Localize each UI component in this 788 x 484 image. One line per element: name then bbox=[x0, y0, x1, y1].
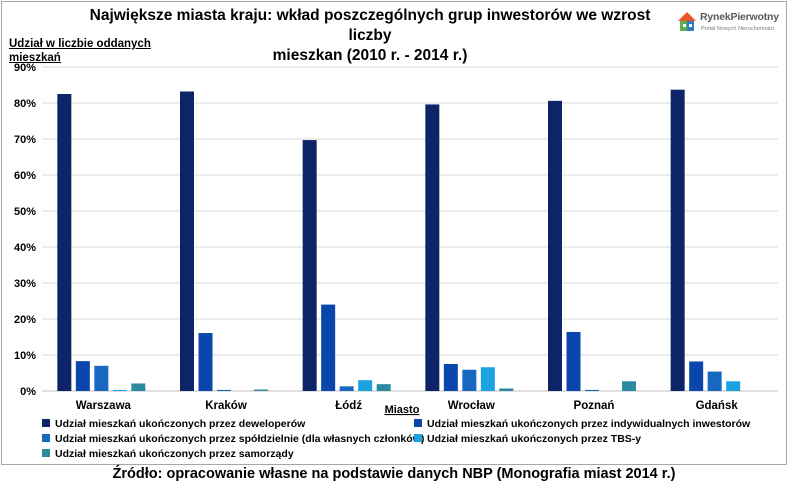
bar bbox=[585, 389, 599, 391]
legend-label: Udział mieszkań ukończonych przez indywi… bbox=[427, 418, 751, 430]
y-tick-label: 50% bbox=[14, 206, 36, 218]
y-tick-label: 40% bbox=[14, 242, 36, 254]
legend-swatch bbox=[42, 449, 50, 457]
legend-item: Udział mieszkań ukończonych przez TBS-y bbox=[414, 433, 641, 446]
bar bbox=[622, 381, 636, 391]
x-tick-label: Wrocław bbox=[448, 400, 495, 412]
legend-label: Udział mieszkań ukończonych przez TBS-y bbox=[427, 433, 642, 445]
bar bbox=[94, 365, 109, 391]
x-tick-label: Warszawa bbox=[76, 400, 132, 412]
legend-swatch bbox=[42, 434, 50, 442]
y-tick-label: 70% bbox=[14, 134, 36, 146]
bar bbox=[689, 361, 704, 391]
legend-label: Udział mieszkań ukończonych przez dewelo… bbox=[55, 418, 306, 430]
chart-title: Największe miasta kraju: wkład poszczegó… bbox=[70, 6, 670, 66]
legend-item: Udział mieszkań ukończonych przez samorz… bbox=[42, 448, 294, 461]
y-tick-label: 30% bbox=[14, 278, 36, 290]
logo-tagline: Portal Nowych Nieruchomości bbox=[701, 26, 775, 32]
bar bbox=[670, 89, 685, 392]
x-tick-label: Łódź bbox=[335, 400, 362, 412]
bar bbox=[462, 369, 477, 391]
bar bbox=[112, 389, 127, 391]
legend-label: Udział mieszkań ukończonych przez samorz… bbox=[55, 448, 294, 460]
y-axis-label: Udział w liczbie oddanych mieszkań bbox=[9, 37, 169, 65]
brand-logo: RynekPierwotny Portal Nowych Nieruchomoś… bbox=[676, 7, 784, 41]
legend-swatch bbox=[42, 419, 50, 427]
bar bbox=[321, 304, 336, 391]
chart-title-line-2: mieszkan (2010 r. - 2014 r.) bbox=[272, 47, 468, 64]
bar bbox=[339, 386, 354, 391]
legend-item: Udział mieszkań ukończonych przez indywi… bbox=[414, 418, 750, 431]
legend-item: Udział mieszkań ukończonych przez dewelo… bbox=[42, 418, 305, 431]
bar bbox=[358, 380, 373, 391]
house-logo-icon bbox=[678, 12, 696, 31]
x-axis-title: Miasto bbox=[385, 404, 420, 416]
bar bbox=[180, 91, 194, 391]
bar bbox=[198, 333, 213, 391]
legend-item: Udział mieszkań ukończonych przez spółdz… bbox=[42, 433, 424, 446]
bar bbox=[443, 364, 458, 391]
bar bbox=[480, 367, 495, 391]
chart-title-line-1: Największe miasta kraju: wkład poszczegó… bbox=[89, 7, 651, 44]
bar bbox=[425, 104, 440, 391]
source-note: Źródło: opracowanie własne na podstawie … bbox=[112, 466, 676, 482]
legend-swatch bbox=[414, 419, 422, 427]
bar bbox=[499, 388, 514, 391]
bar bbox=[302, 140, 317, 391]
bar bbox=[548, 100, 562, 391]
bar bbox=[75, 361, 90, 391]
logo-name: RynekPierwotny bbox=[700, 11, 779, 23]
legend-label: Udział mieszkań ukończonych przez spółdz… bbox=[55, 433, 425, 445]
y-tick-label: 60% bbox=[14, 170, 36, 182]
bar bbox=[254, 389, 268, 391]
y-axis-label-text: Udział w liczbie oddanych mieszkań bbox=[9, 38, 151, 64]
y-tick-label: 0% bbox=[20, 386, 36, 398]
bar bbox=[57, 94, 72, 391]
bar bbox=[131, 383, 146, 391]
bar bbox=[726, 381, 741, 391]
y-tick-label: 10% bbox=[14, 350, 36, 362]
bar bbox=[376, 384, 391, 391]
bar bbox=[217, 389, 231, 391]
bar bbox=[707, 371, 722, 391]
y-tick-label: 20% bbox=[14, 314, 36, 326]
legend-swatch bbox=[414, 434, 422, 442]
x-tick-label: Kraków bbox=[205, 400, 247, 412]
y-tick-label: 90% bbox=[14, 62, 36, 74]
x-tick-label: Gdańsk bbox=[696, 400, 739, 412]
x-tick-label: Poznań bbox=[574, 400, 615, 412]
y-tick-label: 80% bbox=[14, 98, 36, 110]
bar bbox=[566, 331, 581, 391]
